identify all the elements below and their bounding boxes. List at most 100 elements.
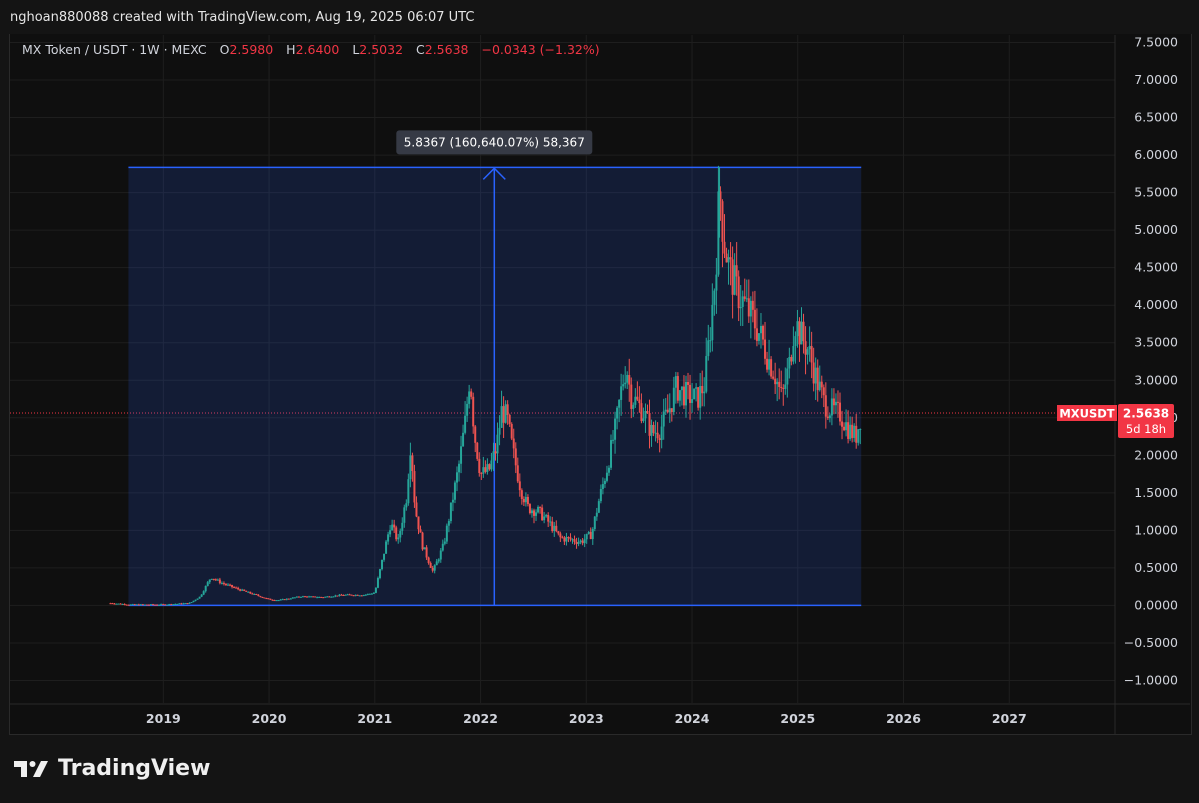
candle-body	[764, 339, 767, 359]
candle-body	[366, 593, 369, 595]
chart-pane[interactable]	[9, 34, 1192, 735]
candle-body	[139, 604, 142, 606]
close-value: 2.5638	[424, 42, 469, 57]
x-tick-label: 2027	[992, 711, 1027, 726]
candle-body	[376, 578, 379, 588]
candle-body	[591, 528, 594, 540]
candle-body	[188, 602, 191, 604]
candle-body	[725, 253, 728, 263]
candle-body	[597, 501, 600, 513]
candle-body	[751, 300, 754, 310]
chart-credit: nghoan880088 created with TradingView.co…	[10, 10, 475, 25]
candle-body	[318, 596, 321, 598]
candle-body	[478, 458, 481, 473]
range-label-box	[396, 130, 593, 155]
symbol-legend[interactable]: MX Token / USDT · 1W · MEXC O2.5980 H2.6…	[22, 42, 600, 57]
candle-body	[498, 427, 501, 435]
symbol-title[interactable]: MX Token / USDT · 1W · MEXC	[22, 42, 207, 57]
x-tick-label: 2022	[463, 711, 498, 726]
y-tick-label: 7.5000	[1134, 35, 1178, 50]
candle-body	[332, 596, 335, 598]
candle-body	[632, 404, 635, 409]
candle-body	[308, 596, 311, 598]
candle-body	[575, 541, 578, 544]
candle-body	[703, 391, 706, 394]
candle-body	[780, 386, 783, 388]
candle-body	[267, 598, 270, 600]
y-tick-label: 3.0000	[1134, 372, 1178, 387]
candle-body	[287, 598, 290, 600]
candle-body	[735, 265, 738, 277]
candle-body	[818, 381, 821, 391]
candle-body	[427, 557, 430, 563]
candle-body	[137, 604, 140, 606]
price-badge-countdown: 5d 18h	[1126, 422, 1166, 436]
candle-body	[320, 596, 323, 598]
candle-body	[190, 602, 193, 604]
candle-body	[415, 502, 418, 517]
candle-body	[526, 496, 529, 505]
time-axis[interactable]: 2019 2020 2021 2022 2023 2024 2025 2026 2027	[10, 703, 1190, 726]
candle-body	[687, 382, 690, 385]
candle-body	[646, 410, 649, 413]
candle-body	[502, 406, 505, 423]
candle-body	[433, 565, 436, 571]
y-tick-label: −0.5000	[1124, 635, 1178, 650]
candle-body	[174, 604, 177, 606]
candle-body	[237, 587, 240, 590]
y-tick-label: 6.0000	[1134, 147, 1178, 162]
candle-body	[279, 599, 282, 601]
price-range-tool[interactable]: 5.8367 (160,640.07%) 58,367	[128, 130, 862, 607]
candle-body	[682, 386, 685, 406]
candle-body	[691, 399, 694, 403]
tradingview-brand: TradingView	[14, 756, 210, 781]
candle-body	[251, 593, 254, 595]
candle-body	[658, 438, 661, 441]
candle-body	[719, 191, 722, 202]
y-tick-label: 5.0000	[1134, 222, 1178, 237]
candle-body	[370, 593, 373, 595]
candle-body	[374, 587, 377, 593]
candle-body	[516, 465, 519, 482]
candle-body	[131, 604, 134, 606]
candle-body	[569, 537, 572, 540]
candle-body	[670, 408, 673, 413]
candle-body	[533, 510, 536, 516]
candle-body	[715, 274, 718, 291]
candle-body	[666, 409, 669, 413]
x-tick-label: 2025	[780, 711, 815, 726]
candle-body	[216, 579, 219, 581]
candle-body	[275, 600, 278, 602]
candle-body	[314, 596, 317, 598]
candle-body	[117, 603, 120, 605]
candle-body	[664, 409, 667, 412]
candle-body	[759, 325, 762, 334]
candle-body	[806, 349, 809, 355]
candle-body	[464, 415, 467, 433]
candle-body	[628, 374, 631, 385]
candle-body	[605, 472, 608, 481]
candle-body	[855, 425, 858, 443]
candle-body	[727, 257, 730, 263]
candle-body	[634, 396, 637, 405]
candle-body	[599, 488, 602, 502]
candle-body	[291, 597, 294, 599]
candle-body	[624, 382, 627, 385]
candle-body	[524, 496, 527, 503]
price-axis[interactable]: 7.5000 7.0000 6.5000 6.0000 5.5000 5.0000 4.50…	[1114, 35, 1178, 734]
candle-body	[407, 479, 410, 504]
candle-body	[585, 533, 588, 540]
candle-body	[204, 585, 207, 592]
candle-body	[798, 321, 801, 345]
candle-body	[401, 522, 404, 531]
candle-body	[263, 597, 266, 599]
candle-body	[421, 532, 424, 550]
candle-body	[563, 537, 566, 542]
candle-body	[312, 596, 315, 598]
candle-body	[172, 604, 175, 606]
candle-body	[790, 356, 793, 362]
candle-body	[218, 579, 221, 584]
x-tick-label: 2019	[146, 711, 181, 726]
